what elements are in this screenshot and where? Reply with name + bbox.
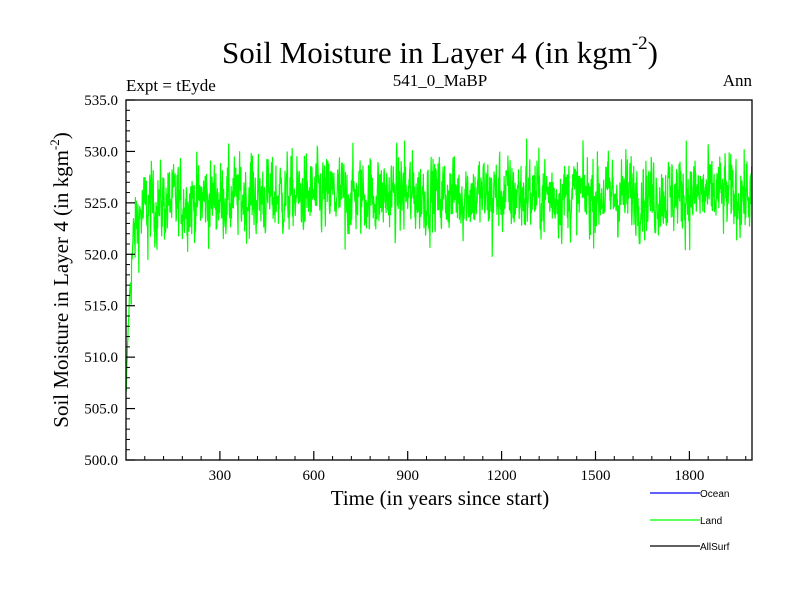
plot-area: 500.0 505.0 510.0 515.0 520.0 525.0 530.0 535.0… xyxy=(84,93,753,484)
legend-label-ocean: Ocean xyxy=(700,489,729,500)
y-tick-label: 515.0 xyxy=(84,299,118,315)
legend-item-allsurf: AllSurf xyxy=(650,542,730,553)
season-label: Ann xyxy=(723,71,753,90)
legend-label-allsurf: AllSurf xyxy=(700,542,730,553)
plot-frame xyxy=(125,99,753,461)
x-axis-ticks: 300 600 900 1200 1500 1800 xyxy=(144,451,747,484)
y-tick-label: 530.0 xyxy=(84,144,118,160)
x-tick-label: 1800 xyxy=(674,468,704,484)
legend: Ocean Land AllSurf xyxy=(650,489,730,553)
y-axis-ticks: 500.0 505.0 510.0 515.0 520.0 525.0 530.0 535.0 xyxy=(84,93,135,469)
x-tick-label: 300 xyxy=(209,468,232,484)
y-axis-label: Soil Moisture in Layer 4 (in kgm-2) xyxy=(47,132,73,427)
x-tick-label: 900 xyxy=(396,468,419,484)
y-tick-label: 505.0 xyxy=(84,402,118,418)
legend-item-ocean: Ocean xyxy=(650,489,729,500)
experiment-label: Expt = tEyde xyxy=(126,76,216,95)
chart-title: Soil Moisture in Layer 4 (in kgm-2) xyxy=(222,33,658,70)
period-label: 541_0_MaBP xyxy=(393,71,487,90)
x-tick-label: 600 xyxy=(303,468,326,484)
x-tick-label: 1500 xyxy=(581,468,611,484)
y-tick-label: 520.0 xyxy=(84,247,118,263)
legend-item-land: Land xyxy=(650,516,722,527)
legend-label-land: Land xyxy=(700,516,722,527)
x-axis-label: Time (in years since start) xyxy=(331,486,550,510)
series-line-land xyxy=(125,138,753,391)
x-tick-label: 1200 xyxy=(487,468,517,484)
data-layer xyxy=(125,138,753,391)
y-tick-label: 500.0 xyxy=(84,453,118,469)
y-tick-label: 525.0 xyxy=(84,196,118,212)
y-tick-label: 535.0 xyxy=(84,93,118,109)
y-tick-label: 510.0 xyxy=(84,350,118,366)
